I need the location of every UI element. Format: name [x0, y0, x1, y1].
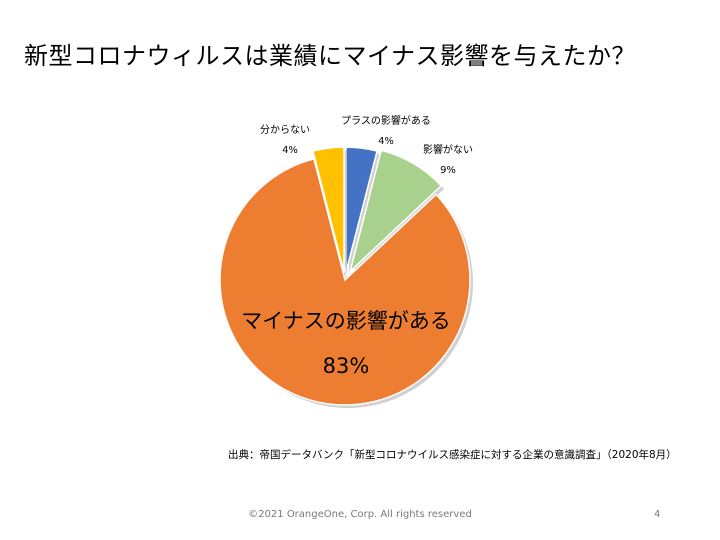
- pie-slice: [348, 149, 443, 274]
- slide-title: 新型コロナウィルスは業績にマイナス影響を与えたか？: [24, 42, 637, 70]
- pie-slice: [311, 146, 345, 273]
- slice-name-label: 影響がない: [423, 143, 473, 156]
- slice-percent-label: 83%: [323, 354, 370, 378]
- pie-slice: [219, 158, 471, 406]
- footer-copyright: ©2021 OrangeOne, Corp. All rights reserv…: [248, 509, 472, 520]
- slice-percent-label: 9%: [440, 165, 456, 176]
- slice-percent-label: 4%: [378, 136, 394, 147]
- pie-slice: [345, 146, 379, 273]
- slice-percent-label: 4%: [282, 145, 298, 156]
- page-number: 4: [654, 509, 661, 520]
- slice-name-label: 分からない: [260, 124, 310, 136]
- source-note: 出典：帝国データバンク「新型コロナウイルス感染症に対する企業の意識調査」（202…: [228, 449, 677, 461]
- slice-name-label: プラスの影響がある: [341, 114, 431, 127]
- slice-name-label: マイナスの影響がある: [241, 309, 451, 333]
